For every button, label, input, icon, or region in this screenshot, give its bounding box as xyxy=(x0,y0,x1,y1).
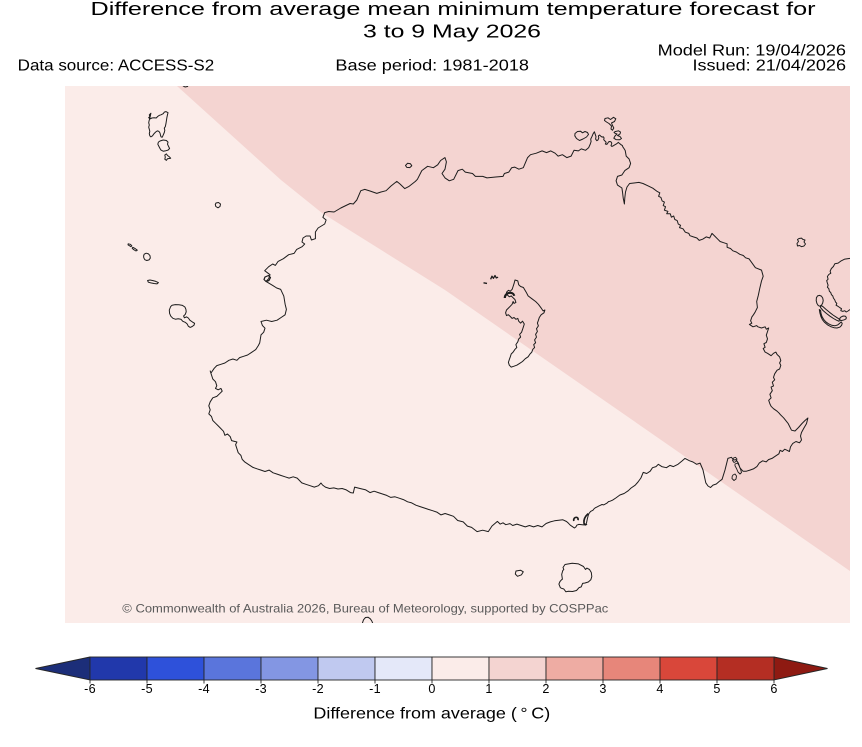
svg-text:Difference from average ( ° C): Difference from average ( ° C) xyxy=(313,705,550,722)
svg-text:Base period: 1981-2018: Base period: 1981-2018 xyxy=(335,58,529,75)
svg-text:-3: -3 xyxy=(255,682,267,696)
svg-text:-6: -6 xyxy=(84,682,96,696)
svg-text:Difference from average mean m: Difference from average mean minimum tem… xyxy=(91,0,816,19)
svg-text:-4: -4 xyxy=(198,682,210,696)
svg-text:1: 1 xyxy=(485,682,492,696)
svg-text:-1: -1 xyxy=(369,682,381,696)
svg-text:Model Run: 19/04/2026: Model Run: 19/04/2026 xyxy=(658,43,847,60)
svg-text:3: 3 xyxy=(599,682,606,696)
svg-text:© Commonwealth of Australia 20: © Commonwealth of Australia 2026, Bureau… xyxy=(122,601,608,615)
svg-text:-5: -5 xyxy=(141,682,153,696)
svg-text:3 to 9 May 2026: 3 to 9 May 2026 xyxy=(363,22,541,42)
svg-text:2: 2 xyxy=(542,682,549,696)
svg-text:Data source: ACCESS-S2: Data source: ACCESS-S2 xyxy=(18,58,215,75)
svg-text:-2: -2 xyxy=(312,682,324,696)
svg-text:Issued: 21/04/2026: Issued: 21/04/2026 xyxy=(693,58,847,75)
svg-text:0: 0 xyxy=(428,682,435,696)
svg-text:5: 5 xyxy=(713,682,720,696)
svg-text:4: 4 xyxy=(656,682,663,696)
svg-text:6: 6 xyxy=(770,682,777,696)
